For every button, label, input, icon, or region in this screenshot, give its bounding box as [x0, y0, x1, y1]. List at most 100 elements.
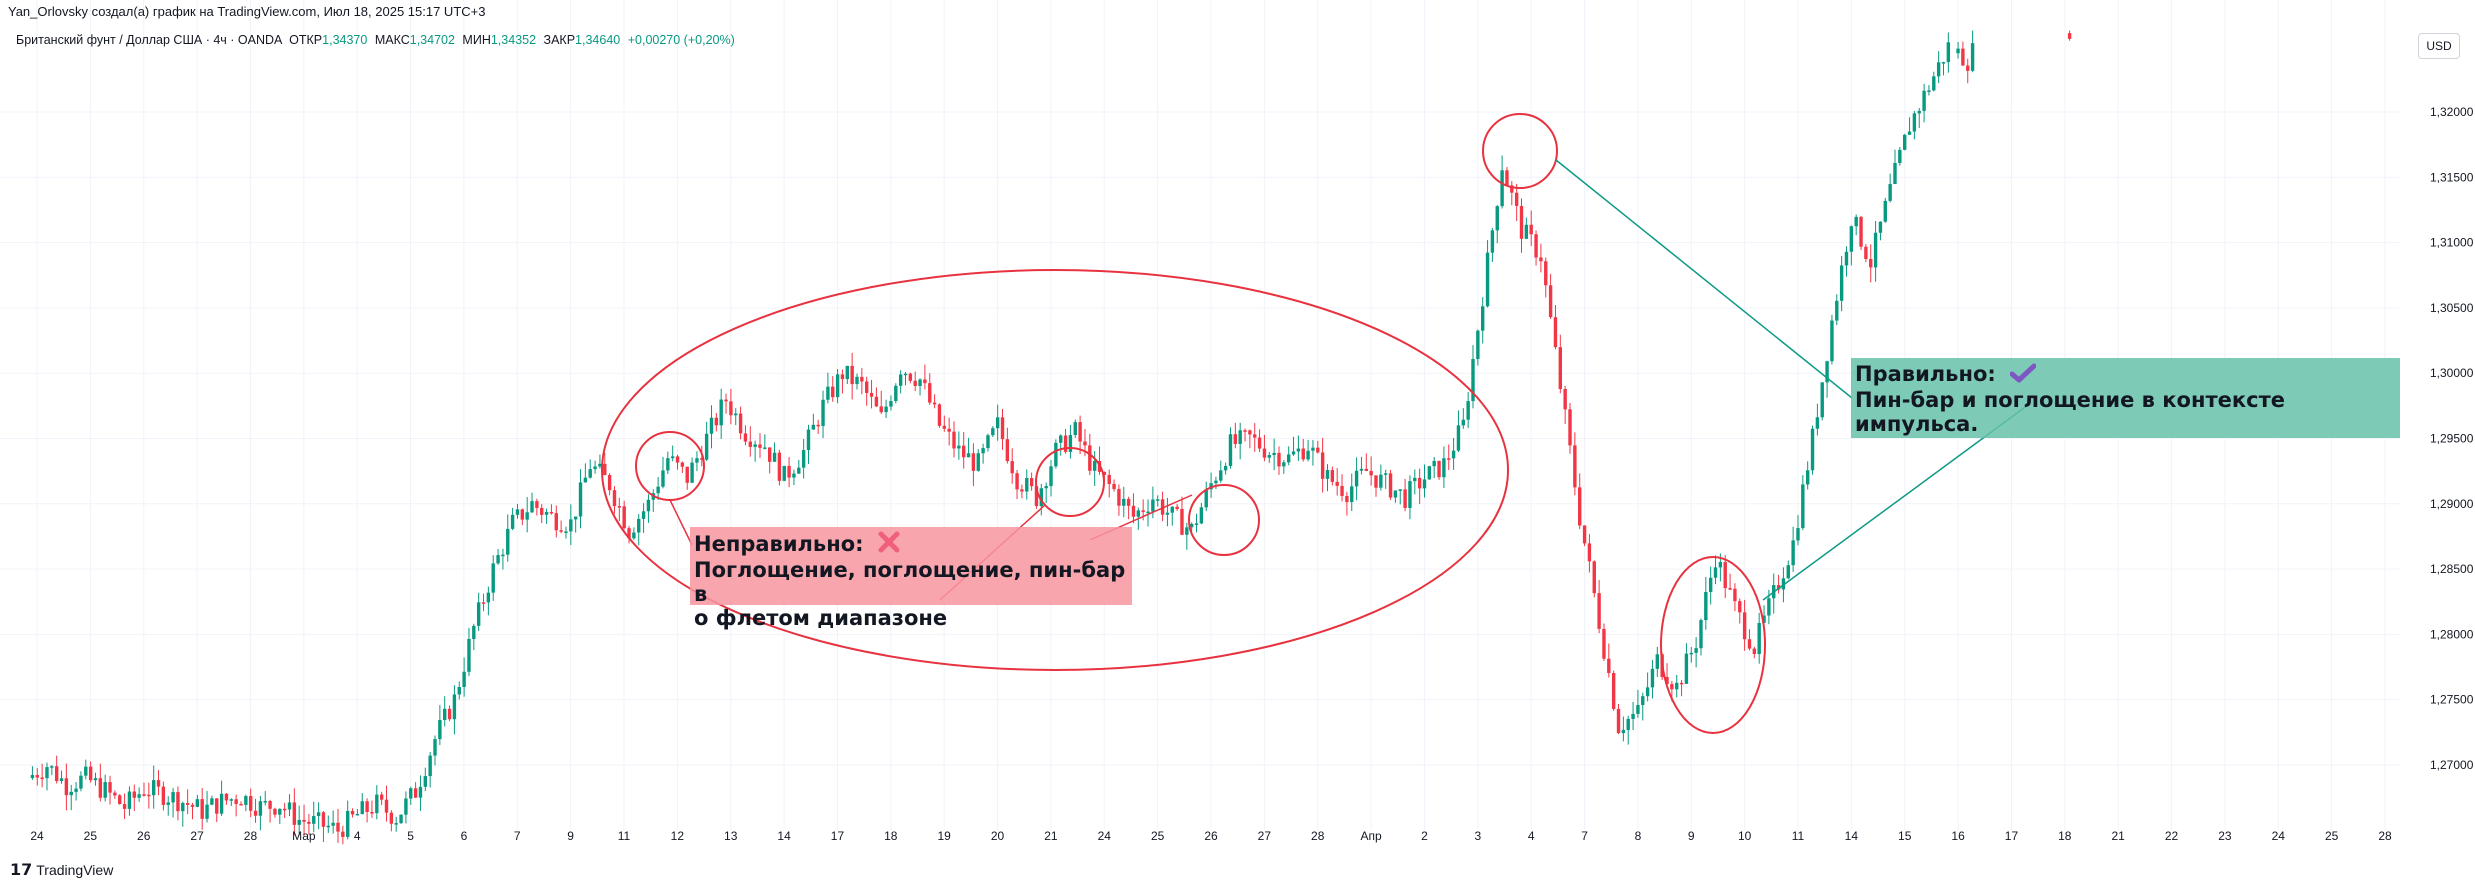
candle-body — [1631, 713, 1635, 719]
candle-body — [1898, 149, 1902, 163]
candle-body — [1136, 510, 1141, 517]
candle-body — [1519, 205, 1524, 239]
candle-body — [1427, 466, 1432, 480]
candle-body — [1912, 113, 1917, 132]
candle-body — [1025, 478, 1029, 492]
candle-body — [797, 467, 801, 474]
candle-body — [1539, 257, 1543, 262]
candle-body — [346, 810, 350, 837]
candle-body — [1626, 718, 1630, 730]
candle-body — [263, 801, 267, 803]
low-label: МИН — [462, 33, 491, 47]
candle-body — [1413, 477, 1417, 482]
wrong-circle-1 — [635, 431, 705, 501]
candle-body — [1059, 435, 1063, 443]
candle-body — [282, 808, 287, 811]
x-tick-label: 21 — [1044, 829, 1058, 843]
right-connector-1 — [1555, 159, 1853, 399]
right-line-1: Пин-бар и поглощение в контексте импульс… — [1855, 388, 2285, 436]
candle-body — [670, 456, 675, 459]
candle-body — [598, 463, 602, 467]
candle-body — [714, 417, 719, 426]
candle-body — [1796, 528, 1800, 541]
candle-body — [962, 445, 966, 458]
x-tick-label: 16 — [1951, 829, 1965, 843]
candle-body — [1524, 224, 1529, 239]
candle-body — [1510, 185, 1514, 193]
candle-body — [321, 812, 326, 827]
candle-body — [316, 812, 321, 817]
candle-body — [506, 528, 510, 555]
candle-body — [1568, 409, 1572, 446]
candle-body — [1219, 470, 1223, 481]
candle-body — [1277, 452, 1281, 467]
candle-body — [952, 431, 956, 449]
candle-body — [704, 433, 709, 460]
candle-body — [777, 452, 782, 481]
candle-body — [1054, 442, 1058, 467]
candle-body — [35, 775, 39, 778]
candle-body — [278, 808, 282, 815]
candle-body — [1131, 505, 1136, 517]
candle-body — [1558, 347, 1563, 390]
candle-body — [1461, 419, 1465, 426]
candle-body — [1214, 480, 1218, 484]
check-icon — [2009, 363, 2037, 388]
tradingview-logo-icon: 𝟭𝟳 — [10, 862, 33, 879]
candle-body — [50, 766, 54, 768]
candle-body — [1641, 696, 1645, 706]
candle-body — [700, 458, 704, 460]
candle-body — [210, 798, 214, 805]
candle-body — [1194, 523, 1199, 525]
candle-body — [1364, 468, 1368, 471]
candle-body — [782, 465, 786, 481]
candle-body — [1165, 512, 1170, 515]
candle-body — [137, 794, 141, 798]
candle-body — [418, 786, 423, 798]
candle-body — [1835, 300, 1839, 321]
candle-body — [1437, 460, 1441, 478]
candle-body — [54, 766, 59, 782]
candles — [30, 30, 2072, 845]
candle-body — [1893, 162, 1897, 185]
candle-body — [1175, 506, 1179, 509]
candle-body — [1675, 682, 1679, 690]
candle-body — [525, 512, 529, 520]
candle-body — [1476, 330, 1480, 360]
candle-body — [1752, 648, 1757, 655]
candle-body — [472, 625, 476, 640]
candle-body — [1684, 653, 1689, 684]
candle-body — [1078, 422, 1082, 442]
candle-body — [569, 519, 573, 532]
candle-body — [350, 810, 355, 815]
chart-grid — [0, 0, 2400, 830]
candle-body — [1107, 474, 1111, 484]
candle-body — [767, 447, 772, 462]
candle-body — [176, 792, 180, 812]
candle-body — [1447, 458, 1451, 460]
candle-body — [1000, 417, 1005, 440]
candle-body — [1650, 668, 1655, 688]
candle-body — [646, 499, 651, 512]
candle-body — [142, 794, 146, 796]
candle-body — [1956, 48, 1960, 54]
candle-body — [1272, 452, 1276, 456]
x-tick-label: 4 — [354, 829, 361, 843]
candle-body — [855, 376, 859, 385]
candle-body — [1514, 192, 1519, 206]
candle-body — [1655, 654, 1660, 669]
candle-body — [1180, 508, 1184, 535]
candle-body — [457, 687, 461, 695]
x-tick-label: 7 — [514, 829, 521, 843]
candle-body — [1379, 474, 1383, 488]
candle-body — [181, 802, 185, 812]
candle-body — [1044, 486, 1048, 489]
candle-body — [336, 822, 340, 832]
candle-body — [918, 379, 922, 386]
currency-button[interactable]: USD — [2418, 33, 2460, 59]
candle-body — [734, 413, 738, 416]
candle-body — [389, 812, 394, 824]
candle-body — [991, 428, 995, 436]
candle-body — [1301, 448, 1305, 460]
